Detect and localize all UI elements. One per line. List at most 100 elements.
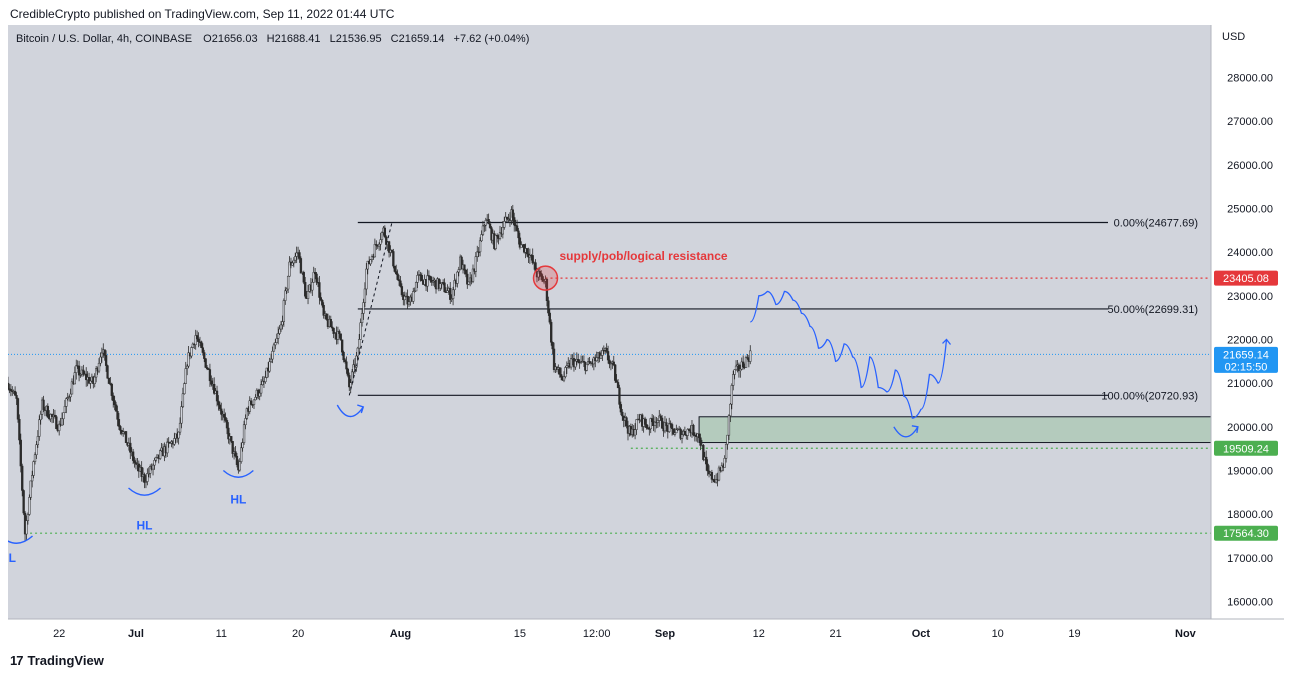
candle-body (478, 240, 482, 253)
projected-path[interactable] (750, 290, 948, 419)
tradingview-brand[interactable]: 17 TradingView (10, 653, 104, 668)
candle-body (407, 301, 411, 305)
candle-body (104, 355, 108, 366)
candle-body (377, 243, 381, 247)
candle-body (143, 474, 146, 483)
candle-body (577, 359, 580, 363)
candle-body (278, 328, 281, 334)
candle-body (112, 395, 115, 401)
candle-body (692, 424, 695, 436)
candle-body (46, 405, 49, 418)
price-tick-label: 26000.00 (1227, 160, 1273, 172)
candle-body (9, 389, 12, 392)
candle-body (32, 461, 35, 476)
candle-body (370, 256, 374, 260)
candle-body (26, 514, 30, 521)
resistance-marker[interactable] (532, 265, 559, 291)
candle-body (496, 235, 499, 237)
candle-body (147, 473, 150, 475)
candle-body (668, 423, 671, 432)
candle-body (625, 417, 628, 427)
price-tick-label: 16000.00 (1227, 597, 1273, 609)
publish-info: CredibleCrypto published on TradingView.… (10, 7, 395, 21)
candle-body (635, 419, 638, 430)
candle-body (744, 357, 748, 368)
time-axis-panel[interactable] (8, 619, 1284, 645)
candle-body (480, 234, 483, 242)
hl-arc[interactable] (222, 469, 254, 478)
price-tag[interactable] (1214, 525, 1278, 541)
price-tag[interactable] (1214, 270, 1278, 286)
candle-body (103, 349, 106, 356)
price-tag[interactable] (1214, 346, 1278, 373)
bounce-arrow[interactable] (893, 425, 919, 438)
candle-body (675, 429, 678, 434)
time-tick-label: Jul (128, 628, 144, 640)
candle-body (299, 258, 303, 274)
candle-body (66, 397, 69, 399)
candle-body (166, 441, 169, 454)
hl-arc[interactable] (128, 487, 161, 496)
price-tick-label: 22000.00 (1227, 334, 1273, 346)
candle-body (710, 472, 714, 480)
candle-body (373, 244, 377, 258)
plot-background (8, 25, 1211, 619)
candle-body (322, 304, 325, 316)
candle-body (383, 227, 386, 238)
time-tick-label: 20 (292, 628, 304, 640)
candle-body (284, 290, 287, 301)
candle-body (484, 220, 487, 226)
price-tick-label: 23000.00 (1227, 291, 1273, 303)
candle-body (727, 415, 731, 436)
price-tick-label: 21000.00 (1227, 378, 1273, 390)
candle-body (653, 421, 657, 426)
candle-body (31, 475, 34, 482)
countdown-label: 02:15:50 (1225, 361, 1268, 373)
candle-body (352, 364, 355, 373)
candle-body (268, 361, 271, 372)
candle-body (683, 431, 687, 436)
candle-body (540, 273, 543, 277)
candle-body (106, 365, 109, 379)
candle-body (13, 390, 17, 396)
candle-body (117, 419, 121, 427)
candle-body (723, 458, 726, 468)
candle-body (385, 236, 388, 245)
candle-body (450, 298, 453, 300)
candle-body (393, 265, 396, 272)
legend-symbol: Bitcoin / U.S. Dollar, 4h, COINBASE (16, 33, 192, 45)
candle-body (35, 444, 38, 456)
candle-body (244, 418, 247, 426)
candle-body (207, 368, 210, 370)
candle-body (55, 416, 58, 429)
candle-body (619, 404, 623, 413)
candle-body (241, 442, 244, 449)
candle-body (651, 418, 654, 423)
price-chart[interactable]: 0.00%(24677.69) 50.00%(22699.31) 100.00%(2… (8, 25, 1284, 645)
candle-body (397, 279, 401, 282)
bounce-arrow[interactable] (336, 404, 365, 418)
candle-body (331, 326, 334, 329)
hl-arc[interactable] (8, 535, 33, 544)
candle-body (670, 424, 674, 430)
price-tag[interactable] (1214, 440, 1278, 456)
candle-body (79, 374, 82, 376)
candle-body (416, 275, 419, 283)
candle-body (414, 282, 418, 292)
candle-body (235, 455, 239, 465)
candle-body (686, 429, 689, 436)
candle-body (33, 454, 37, 462)
candle-body (264, 377, 267, 382)
candle-body (99, 356, 102, 364)
candle-body (712, 479, 715, 481)
candle-body (564, 367, 567, 377)
candle-body (16, 398, 20, 420)
candle-body (360, 313, 364, 323)
demand-zone[interactable] (698, 416, 1212, 444)
candle-body (215, 390, 219, 402)
price-axis-panel[interactable] (1211, 25, 1284, 645)
candle-body (457, 269, 460, 273)
chart-area[interactable]: 0.00%(24677.69) 50.00%(22699.31) 100.00%(2… (8, 25, 1284, 645)
candle-body (451, 289, 455, 299)
candle-body (213, 384, 216, 394)
